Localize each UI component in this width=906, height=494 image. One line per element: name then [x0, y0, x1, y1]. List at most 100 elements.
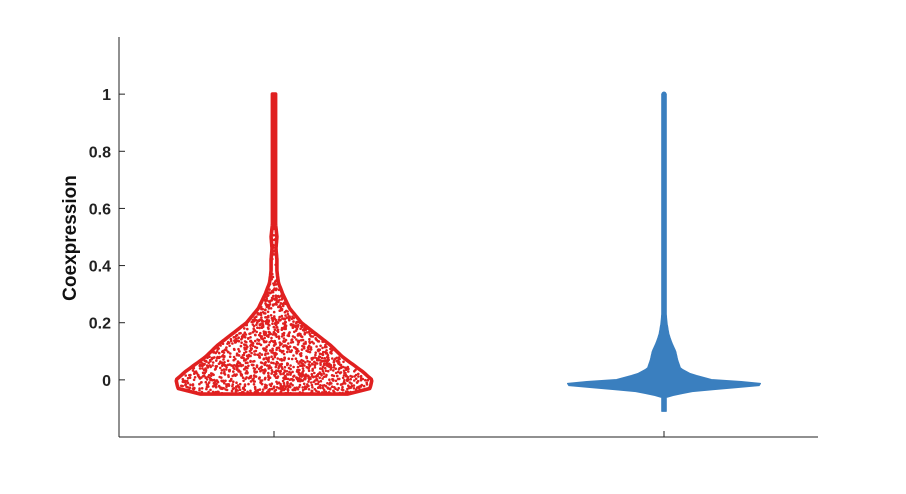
violin-point — [222, 368, 226, 371]
violin-point — [352, 387, 356, 390]
violin-point — [301, 386, 305, 389]
violin-point — [303, 361, 307, 364]
violin-point — [298, 385, 301, 389]
violin-point — [284, 338, 288, 342]
violin-point — [232, 370, 235, 373]
violin-point — [267, 320, 270, 324]
violin-point — [227, 384, 231, 387]
violin-point — [258, 326, 261, 330]
violin-point — [273, 370, 277, 374]
violin-point — [259, 336, 263, 339]
violin-point — [229, 337, 233, 341]
violin-point — [230, 377, 233, 381]
violin-point — [225, 385, 228, 389]
violin-point — [227, 369, 231, 372]
violin-point — [285, 373, 289, 376]
violin-point — [326, 386, 330, 390]
violin-point — [259, 313, 263, 317]
violin-point — [302, 382, 306, 386]
violin-point — [212, 356, 215, 360]
violin-point — [215, 359, 218, 362]
violin-point — [218, 375, 221, 379]
violin-point — [303, 364, 306, 367]
y-ticks: 0 0.2 0.4 0.6 0.8 1 — [89, 87, 125, 390]
violin-point — [255, 370, 259, 374]
violin-point — [336, 388, 339, 392]
violin-point — [231, 342, 234, 345]
violin-point — [217, 362, 221, 366]
violin-point — [270, 296, 274, 300]
violin-point — [282, 372, 285, 376]
y-tick-label: 0.2 — [89, 316, 111, 333]
violin-point — [261, 337, 265, 341]
violin-point — [180, 384, 183, 388]
violin-point — [303, 331, 307, 335]
violin-point — [298, 383, 302, 387]
violin-point — [242, 379, 245, 383]
y-tick-label: 0 — [102, 373, 111, 390]
violin-point — [290, 317, 294, 321]
violin-point — [273, 298, 277, 301]
violin-point — [243, 346, 246, 350]
violin-point — [277, 386, 281, 390]
violin-point — [274, 362, 278, 366]
violin-point — [316, 382, 320, 386]
violin-point — [286, 362, 290, 366]
violin-point — [286, 334, 290, 337]
violin-point — [281, 379, 285, 383]
violin-point — [281, 367, 284, 371]
violin-point — [315, 345, 318, 348]
violin-point — [283, 370, 287, 373]
violin-point — [297, 362, 300, 365]
violin-point — [319, 344, 322, 348]
violin-point — [254, 333, 257, 337]
violin-point — [292, 320, 295, 323]
violin-point — [249, 380, 253, 383]
violin-point — [324, 384, 328, 388]
violin-point — [332, 359, 336, 362]
violin-point — [358, 386, 361, 390]
violin-point — [341, 385, 344, 389]
violin-point — [271, 275, 275, 279]
violin-point — [296, 387, 300, 391]
violin-point — [268, 389, 271, 392]
violin-point — [268, 332, 272, 336]
violin-point — [338, 357, 341, 361]
violin-point — [274, 294, 278, 298]
violin-point — [289, 350, 293, 354]
violin-point — [319, 367, 322, 370]
violin-point — [328, 387, 332, 390]
violin-point — [204, 367, 207, 370]
violin-point — [261, 307, 265, 311]
violin-point — [291, 370, 294, 374]
violin-point — [323, 375, 326, 379]
violin-point — [296, 368, 299, 372]
violin-point — [273, 287, 276, 290]
violin-point — [260, 322, 263, 325]
violin-point — [325, 345, 328, 349]
violin-point — [282, 345, 285, 348]
violin-point — [334, 379, 338, 383]
violin-point — [220, 369, 224, 372]
violin-point — [223, 348, 227, 352]
violin-point — [244, 333, 248, 336]
violin-point — [213, 380, 217, 384]
violin-point — [365, 383, 369, 386]
violin-point — [244, 358, 248, 361]
violin-point — [309, 348, 313, 351]
violin-point — [266, 352, 270, 355]
violin-point — [204, 380, 208, 384]
violin-point — [198, 382, 201, 386]
violin-point — [229, 352, 232, 355]
violin-point — [300, 375, 304, 378]
violin-point — [240, 373, 244, 377]
violin-point — [321, 367, 324, 371]
violin-point — [313, 371, 316, 375]
violin-point — [292, 375, 295, 378]
violin-point — [270, 369, 274, 372]
violin-point — [257, 313, 261, 316]
violin-point — [216, 355, 219, 359]
violin-point — [278, 309, 282, 313]
violin-point — [308, 337, 311, 341]
violin-point — [231, 374, 234, 378]
